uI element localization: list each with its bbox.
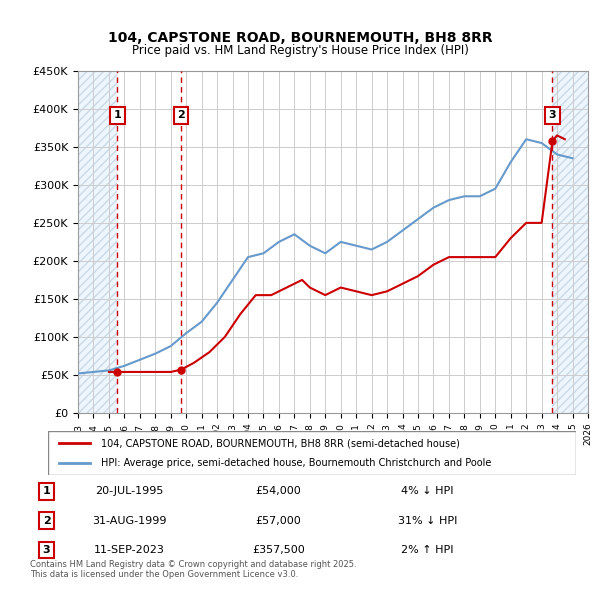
Text: 2: 2 (43, 516, 50, 526)
Text: 3: 3 (43, 545, 50, 555)
Text: 31-AUG-1999: 31-AUG-1999 (92, 516, 167, 526)
Bar (553, 71, 588, 413)
Text: 104, CAPSTONE ROAD, BOURNEMOUTH, BH8 8RR (semi-detached house): 104, CAPSTONE ROAD, BOURNEMOUTH, BH8 8RR… (101, 438, 460, 448)
Text: 1: 1 (113, 110, 121, 120)
Text: 2: 2 (177, 110, 185, 120)
Text: 104, CAPSTONE ROAD, BOURNEMOUTH, BH8 8RR: 104, CAPSTONE ROAD, BOURNEMOUTH, BH8 8RR (107, 31, 493, 45)
Text: Contains HM Land Registry data © Crown copyright and database right 2025.
This d: Contains HM Land Registry data © Crown c… (30, 560, 356, 579)
FancyBboxPatch shape (48, 431, 576, 475)
Text: 4% ↓ HPI: 4% ↓ HPI (401, 486, 454, 496)
Text: £357,500: £357,500 (252, 545, 305, 555)
Text: Price paid vs. HM Land Registry's House Price Index (HPI): Price paid vs. HM Land Registry's House … (131, 44, 469, 57)
Text: 20-JUL-1995: 20-JUL-1995 (95, 486, 164, 496)
Text: 11-SEP-2023: 11-SEP-2023 (94, 545, 165, 555)
Text: 2% ↑ HPI: 2% ↑ HPI (401, 545, 454, 555)
Text: 1: 1 (43, 486, 50, 496)
Text: £57,000: £57,000 (256, 516, 301, 526)
Text: 31% ↓ HPI: 31% ↓ HPI (398, 516, 457, 526)
Text: HPI: Average price, semi-detached house, Bournemouth Christchurch and Poole: HPI: Average price, semi-detached house,… (101, 458, 491, 467)
Bar (78, 71, 118, 413)
Text: £54,000: £54,000 (256, 486, 301, 496)
Text: 3: 3 (548, 110, 556, 120)
